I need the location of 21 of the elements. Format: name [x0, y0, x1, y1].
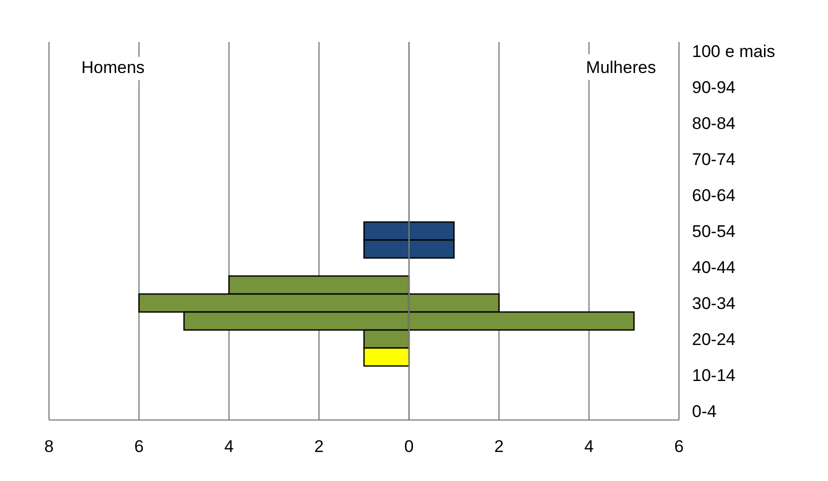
y-tick-label: 70-74	[692, 150, 736, 169]
y-tick-label: 50-54	[692, 222, 736, 241]
x-tick-label: 0	[404, 437, 414, 456]
x-tick-label: 4	[584, 437, 594, 456]
y-tick-label: 20-24	[692, 330, 736, 349]
y-tick-label: 10-14	[692, 366, 736, 385]
annotation: Homens	[81, 58, 145, 77]
y-tick-label: 60-64	[692, 186, 736, 205]
x-tick-label: 6	[674, 437, 684, 456]
x-tick-label: 2	[494, 437, 504, 456]
y-tick-label: 40-44	[692, 258, 736, 277]
x-tick-label: 8	[44, 437, 54, 456]
y-tick-label: 100 e mais	[692, 42, 776, 61]
x-tick-label: 4	[224, 437, 234, 456]
y-tick-label: 0-4	[692, 402, 717, 421]
x-tick-label: 6	[134, 437, 144, 456]
annotation: Mulheres	[586, 58, 656, 77]
x-tick-label: 2	[314, 437, 324, 456]
y-tick-label: 90-94	[692, 78, 736, 97]
y-tick-label: 30-34	[692, 294, 736, 313]
y-tick-label: 80-84	[692, 114, 736, 133]
